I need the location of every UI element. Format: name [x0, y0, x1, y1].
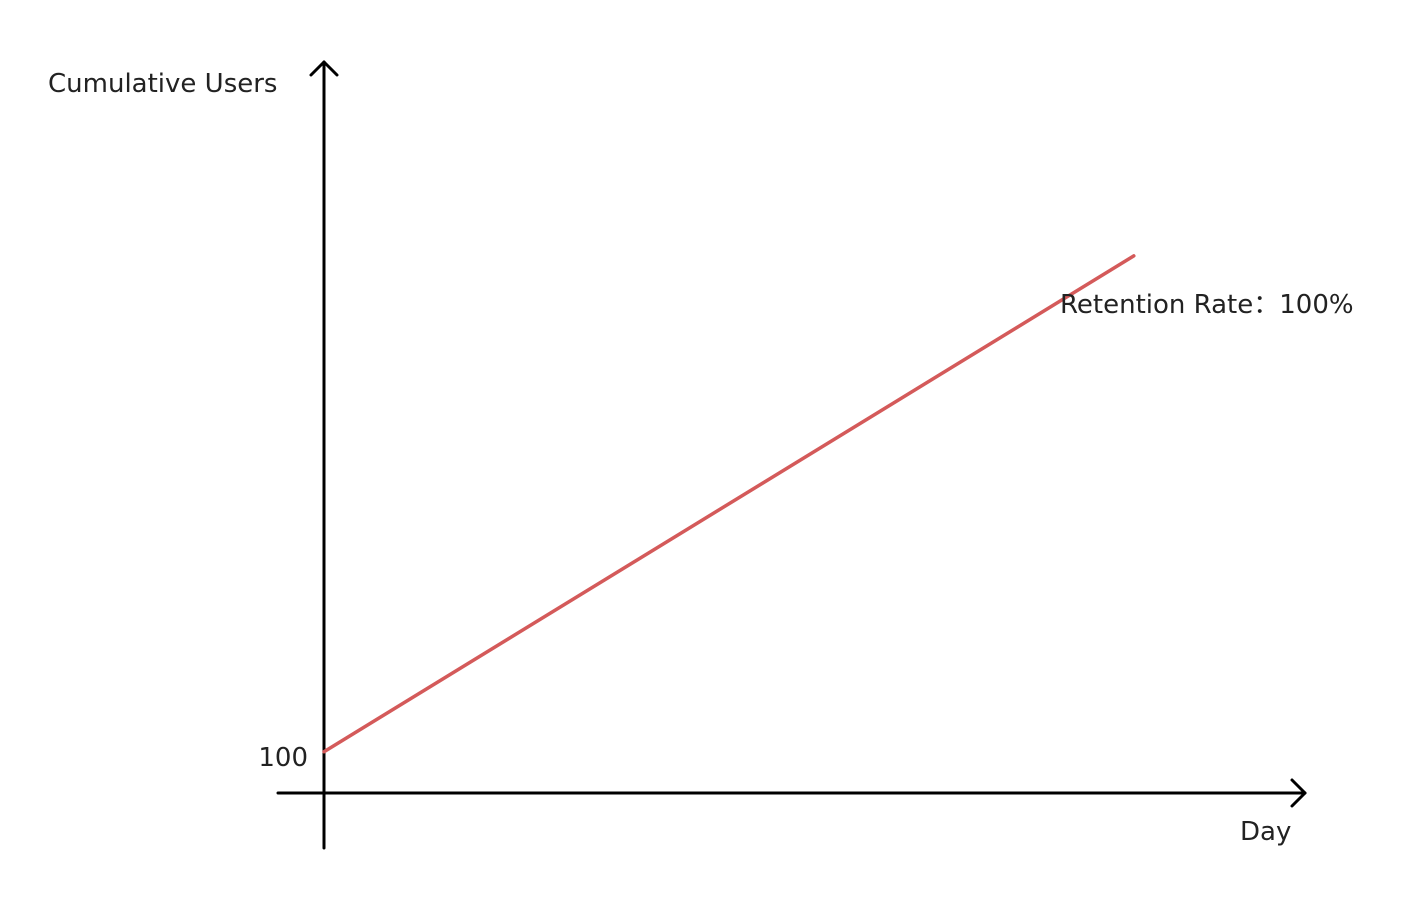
y-axis-arrow-icon — [309, 60, 339, 77]
x-axis-arrow-icon — [1290, 778, 1307, 808]
retention-rate-annotation: Retention Rate：100% — [1060, 290, 1354, 320]
y-axis-label: Cumulative Users — [48, 69, 277, 99]
series-line-0 — [322, 254, 1136, 754]
series-layer — [322, 254, 1136, 754]
x-axis — [276, 778, 1307, 808]
y-tick-label: 100 — [258, 743, 308, 773]
x-axis-label: Day — [1240, 817, 1291, 847]
y-axis — [309, 60, 339, 850]
